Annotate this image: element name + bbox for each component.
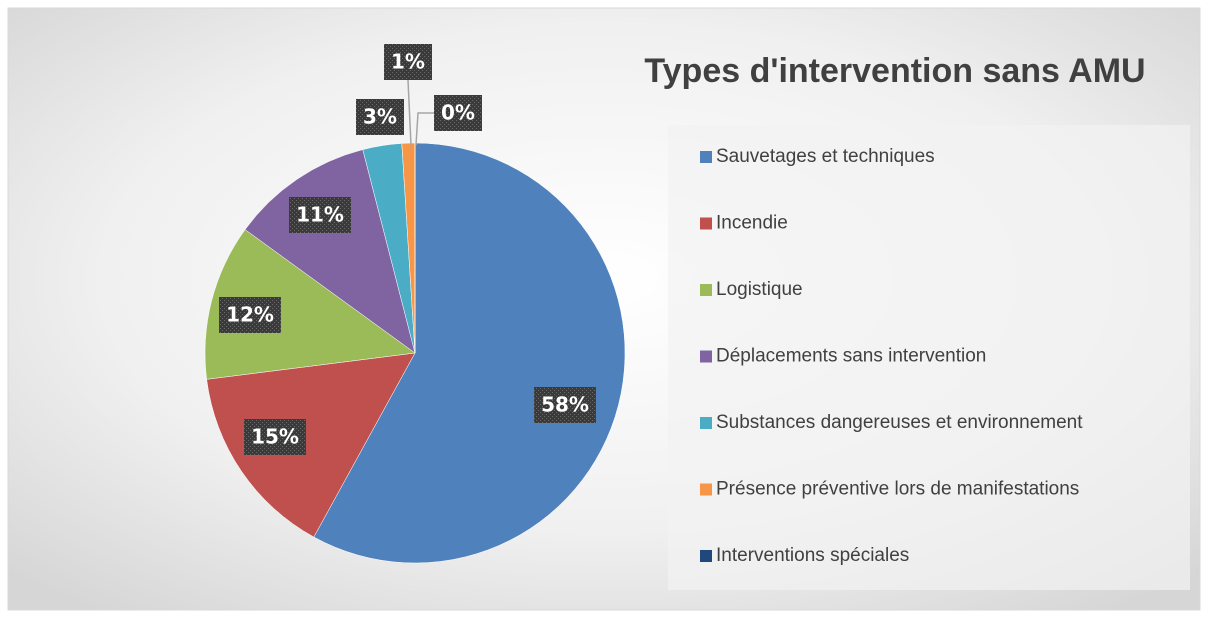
data-label: 12% — [226, 303, 274, 327]
legend-label: Interventions spéciales — [716, 545, 909, 566]
data-label: 15% — [251, 425, 299, 449]
data-label-box — [356, 99, 404, 135]
data-label-box — [534, 387, 596, 423]
legend-swatch — [700, 417, 712, 429]
legend-label: Incendie — [716, 213, 788, 234]
legend-swatch — [700, 550, 712, 562]
legend-box — [668, 125, 1190, 590]
pie-slice — [206, 352, 416, 538]
legend-label: Logistique — [716, 279, 803, 300]
data-label: 0% — [441, 101, 475, 125]
chart-title: Types d'intervention sans AMU — [644, 52, 1145, 90]
data-label-box — [434, 95, 482, 131]
legend-label: Déplacements sans intervention — [716, 346, 986, 367]
data-label: 58% — [541, 393, 589, 417]
pie-slice — [313, 142, 626, 564]
data-label: 1% — [391, 50, 425, 74]
pie-slice — [204, 229, 416, 380]
legend-swatch — [700, 350, 712, 363]
legend-label: Sauvetages et techniques — [716, 146, 935, 167]
data-label-box — [384, 44, 432, 80]
legend-swatch — [700, 217, 712, 230]
data-label: 3% — [363, 105, 397, 129]
leader-line — [415, 112, 436, 146]
leader-line — [407, 79, 412, 146]
data-label-box — [219, 297, 281, 333]
legend-swatch — [700, 151, 712, 163]
data-label: 11% — [296, 203, 344, 227]
data-label-box — [244, 419, 306, 455]
pie-slice — [244, 149, 416, 354]
legend-swatch — [700, 284, 712, 296]
legend-swatch — [700, 483, 712, 496]
data-label-box — [289, 197, 351, 233]
legend-label: Présence préventive lors de manifestatio… — [716, 479, 1079, 500]
legend-label: Substances dangereuses et environnement — [716, 412, 1083, 433]
